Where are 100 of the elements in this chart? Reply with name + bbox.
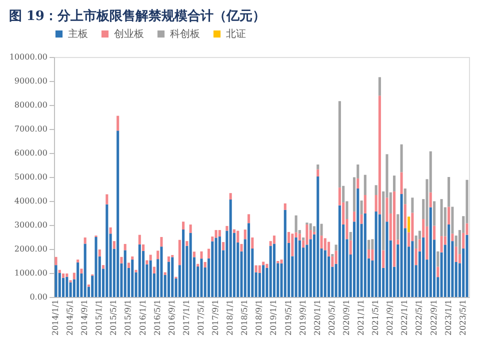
bar [182,222,185,230]
bar [320,236,323,249]
bar [429,207,432,297]
bar [204,262,206,268]
bar [66,276,68,297]
bar [106,194,108,204]
bar [120,256,123,264]
bar [269,246,272,297]
bar [316,176,320,297]
bar [334,250,338,264]
bar [189,224,192,233]
bar [422,237,425,297]
x-tick-label: 2016/1/1 [138,300,148,336]
y-tick-label: 3000.00 [14,220,48,230]
bar [378,96,381,214]
bar [236,230,240,243]
y-tick-label: 10000.00 [9,52,48,62]
bar [316,164,320,170]
bar [368,240,370,250]
bar [131,256,134,260]
bar [432,226,436,240]
bar [360,200,363,214]
x-tick-label: 2023/5/1 [458,300,468,336]
bar [309,223,312,230]
bar [371,249,374,261]
bar [411,198,414,213]
bar [451,234,454,242]
x-tick-label: 2015/5/1 [109,300,118,336]
bar [207,248,210,258]
bar [186,241,188,246]
bar [448,224,450,297]
bar [189,232,192,297]
x-tick-label: 2020/9/1 [342,300,351,336]
x-tick-label: 2021/5/1 [371,300,380,336]
bar [146,260,148,264]
bar [349,240,352,255]
bar [404,188,406,204]
bar [294,215,298,232]
x-tick-label: 2018/9/1 [254,300,264,336]
bar [171,257,174,297]
bar [251,237,254,249]
bar [200,258,203,297]
bar [112,241,116,249]
bar [302,237,305,240]
bar [218,236,221,297]
bar [62,273,65,278]
bar [284,210,286,297]
bar [312,226,316,232]
x-tick-label: 2021/9/1 [386,300,395,336]
bar [284,203,286,210]
x-tick-label: 2017/5/1 [196,300,206,336]
bar [124,250,126,297]
bar [324,250,326,297]
x-tick-label: 2016/5/1 [152,300,162,336]
bar [222,242,225,250]
bar [338,205,341,297]
bar [306,224,308,245]
x-tick-label: 2019/1/1 [269,300,278,336]
y-tick-label: 6000.00 [14,148,48,158]
bar [149,260,152,297]
bar [378,77,381,96]
y-tick-label: 7000.00 [14,124,48,134]
legend-label: 北证 [226,28,246,40]
bar [316,169,320,177]
bar [192,252,196,258]
bar [272,244,276,297]
bar [254,265,258,272]
bar [386,222,388,297]
bar [448,206,450,225]
bar [454,246,458,262]
bar [400,194,403,297]
bar [138,234,141,244]
bar [258,265,261,273]
bar [266,264,268,268]
bar [167,256,170,262]
bar [440,199,443,236]
bar [374,212,378,297]
bar [116,130,120,297]
bar [349,232,352,240]
bar [152,266,156,274]
bar [411,241,414,297]
legend-label: 科创板 [170,28,200,40]
bar [211,241,214,297]
x-tick-label: 2022/9/1 [429,300,438,336]
bar [54,265,58,297]
x-tick-label: 2019/9/1 [298,300,308,336]
bar [298,234,301,240]
bar [84,244,86,297]
bar [178,240,181,266]
bar [432,201,436,226]
x-tick-label: 2014/5/1 [66,300,75,336]
bar [66,273,68,277]
bar [106,204,108,297]
bar [364,195,366,214]
bar [294,237,298,297]
bar [214,238,218,297]
y-tick-label: 8000.00 [14,100,48,110]
bar [58,270,61,273]
bar [378,214,381,297]
bar [196,264,200,267]
